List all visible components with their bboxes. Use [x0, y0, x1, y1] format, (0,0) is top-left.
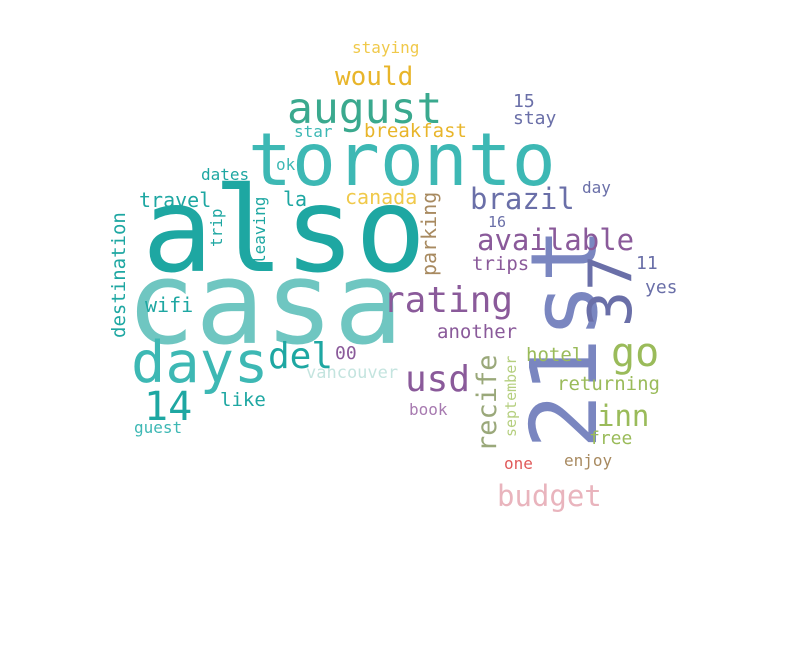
- word-breakfast: breakfast: [364, 120, 467, 142]
- word-del: del: [268, 336, 334, 377]
- word-staying: staying: [352, 38, 420, 57]
- word-14: 14: [144, 384, 193, 430]
- word-rating: rating: [383, 280, 514, 321]
- word-brazil: brazil: [470, 182, 575, 216]
- word-days: days: [131, 330, 269, 396]
- word-trip: trip: [207, 208, 226, 247]
- word-budget: budget: [497, 479, 602, 513]
- word-destination: destination: [108, 212, 130, 338]
- word-37: 37: [576, 254, 646, 327]
- word-parking: parking: [417, 191, 441, 276]
- word-11: 11: [636, 253, 658, 274]
- word-available: available: [477, 223, 635, 257]
- word-one: one: [504, 454, 533, 473]
- word-leaving: leaving: [250, 196, 269, 264]
- word-15: 15: [513, 91, 535, 112]
- word-would: would: [335, 62, 414, 92]
- word-august: august: [287, 84, 443, 134]
- word-like: like: [220, 389, 266, 411]
- word-returning: returning: [557, 373, 660, 395]
- word-yes: yes: [645, 277, 678, 298]
- word-recife: recife: [472, 354, 503, 452]
- word-guest: guest: [134, 418, 183, 437]
- word-another: another: [437, 321, 518, 343]
- word-trips: trips: [472, 253, 530, 275]
- word-enjoy: enjoy: [564, 451, 613, 470]
- word-inn: inn: [597, 399, 650, 433]
- word-toronto: toronto: [248, 118, 556, 203]
- word-also: also: [142, 161, 427, 299]
- word-stay: stay: [513, 108, 557, 129]
- word-canada: canada: [345, 185, 418, 209]
- word-wifi: wifi: [145, 293, 194, 317]
- word-free: free: [589, 428, 633, 449]
- word-vancouver: vancouver: [306, 363, 399, 383]
- word-16: 16: [488, 213, 507, 231]
- word-hotel: hotel: [526, 344, 584, 366]
- word-star: star: [294, 122, 333, 141]
- word-book: book: [409, 400, 448, 419]
- word-september: september: [502, 355, 520, 437]
- word-travel: travel: [139, 188, 212, 212]
- word-casa: casa: [126, 237, 403, 371]
- word-ok: ok: [276, 155, 296, 174]
- word-la: la: [283, 187, 308, 211]
- word-usd: usd: [405, 359, 471, 400]
- word-00: 00: [335, 343, 357, 364]
- word-dates: dates: [201, 165, 250, 184]
- word-day: day: [582, 178, 611, 197]
- word-go: go: [611, 330, 660, 376]
